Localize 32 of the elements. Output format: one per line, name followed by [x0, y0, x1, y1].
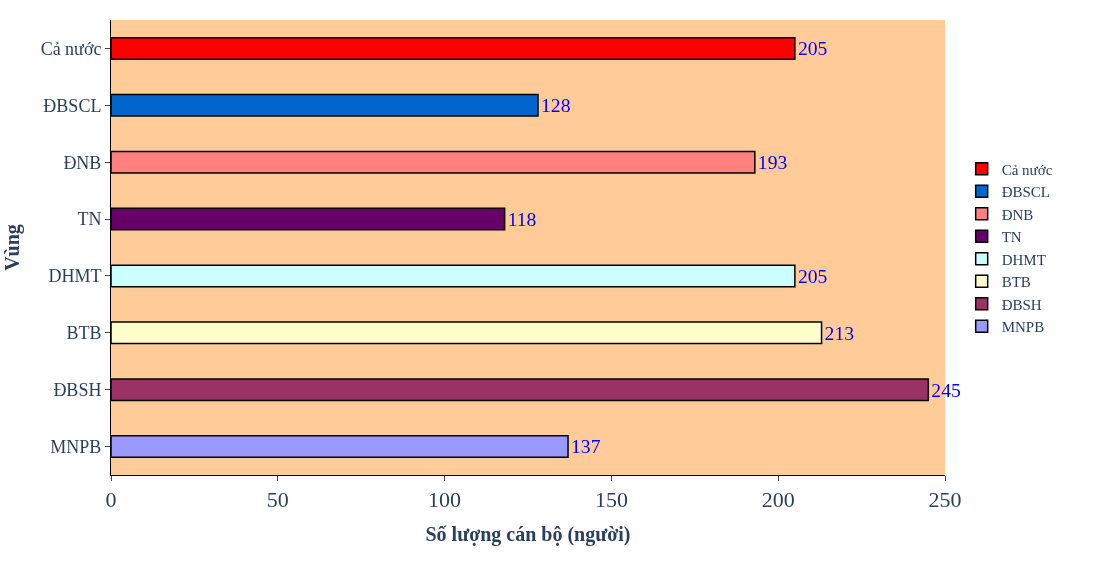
data-label: 118 [507, 207, 537, 230]
y-tick-label: MNPB [50, 436, 102, 457]
data-label: 137 [571, 435, 601, 458]
legend-label: BTB [1001, 274, 1031, 291]
y-tick-label: ĐBSCL [43, 95, 102, 116]
data-label: 205 [797, 37, 828, 60]
y-tick-label: ĐBSH [53, 379, 102, 400]
legend-label: DHMT [1001, 251, 1046, 268]
y-tick-label: Cả nước [40, 38, 102, 59]
legend-label: MNPB [1001, 319, 1045, 336]
legend-label: ĐBSH [1001, 296, 1042, 313]
y-tick-label: BTB [66, 323, 102, 344]
legend-label: TN [1001, 229, 1022, 246]
x-tick-label: 100 [428, 487, 462, 513]
x-tick-label: 150 [594, 487, 628, 513]
y-tick-label: TN [77, 209, 102, 230]
y-axis-title: Vùng [1, 224, 25, 271]
data-label: 193 [757, 151, 788, 174]
x-tick-label: 250 [928, 487, 962, 513]
y-tick-label: DHMT [48, 266, 102, 287]
x-axis-title: Số lượng cán bộ (người) [425, 522, 631, 546]
x-tick-label: 200 [761, 487, 795, 513]
legend-label: ĐNB [1001, 206, 1034, 223]
data-label: 128 [541, 94, 571, 117]
y-tick-label: ĐNB [63, 152, 102, 173]
data-label: 205 [797, 264, 828, 287]
x-tick-label: 0 [105, 487, 117, 513]
legend-label: Cả nước [1001, 161, 1053, 178]
data-label: 245 [931, 378, 961, 401]
data-label: 213 [824, 321, 855, 344]
legend-label: ĐBSCL [1001, 184, 1051, 201]
x-tick-label: 50 [266, 487, 289, 513]
